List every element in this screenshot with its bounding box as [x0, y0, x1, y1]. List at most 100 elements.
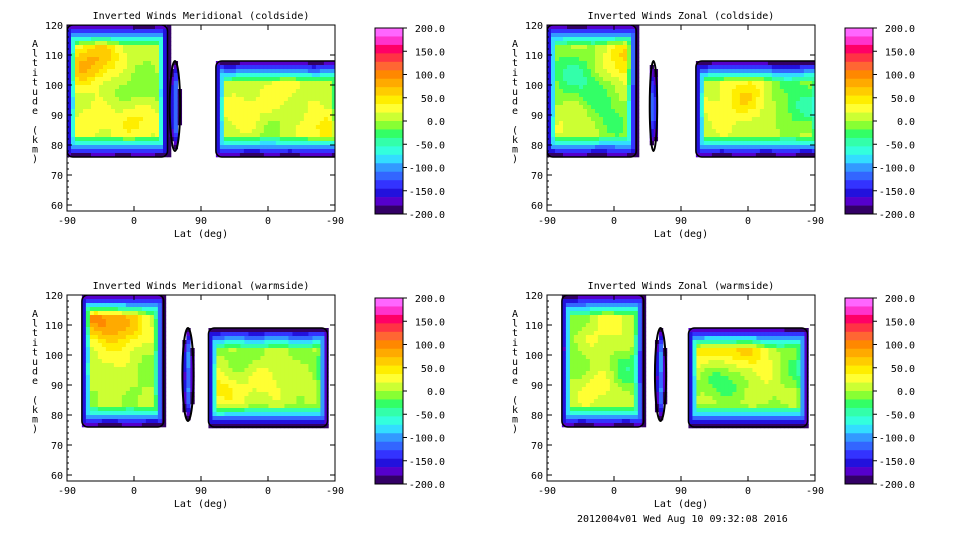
- y-tick-label: 90: [531, 111, 543, 122]
- x-tick-label: -90: [806, 486, 824, 497]
- colorbar-swatch: [375, 78, 403, 88]
- colorbar-label: -200.0: [879, 480, 915, 491]
- x-tick-label: -90: [538, 486, 556, 497]
- x-tick-label: -90: [58, 216, 76, 227]
- colorbar-swatch: [845, 188, 873, 198]
- colorbar-swatch: [375, 441, 403, 451]
- colorbar-label: -200.0: [409, 210, 445, 221]
- colorbar-label: -150.0: [409, 457, 445, 468]
- colorbar-label: -50.0: [415, 140, 445, 151]
- colorbar-label: -100.0: [879, 164, 915, 175]
- colorbar-swatch: [845, 407, 873, 417]
- chart-panel-4: -90 0 90 0 -90 60 70 80 90 100 110 120 Inverted Wind…: [512, 281, 915, 510]
- colorbar-swatch: [845, 205, 873, 215]
- x-tick-label: -90: [806, 216, 824, 227]
- colorbar-label: -50.0: [885, 410, 915, 421]
- colorbar-label: 0.0: [427, 117, 445, 128]
- colorbar-swatch: [375, 53, 403, 63]
- chart-panel-1: -90 0 90 0 -90 60 70 80 90 100 110 120 Inverted Wind…: [32, 11, 445, 240]
- y-tick-label: 100: [525, 81, 543, 92]
- x-axis-label: Lat (deg): [174, 499, 228, 510]
- region-outline: [687, 327, 809, 428]
- colorbar-swatch: [375, 154, 403, 164]
- colorbar-label: -150.0: [409, 187, 445, 198]
- colorbar-swatch: [845, 104, 873, 113]
- colorbar-label: -100.0: [409, 164, 445, 175]
- colorbar-swatch: [845, 78, 873, 88]
- colorbar-swatch: [375, 348, 403, 358]
- colorbar-swatch: [375, 357, 403, 366]
- colorbar-swatch: [375, 331, 403, 341]
- colorbar-swatch: [375, 171, 403, 181]
- x-tick-label: -90: [326, 486, 344, 497]
- chart-panel-3: -90 0 90 0 -90 60 70 80 90 100 110 120 Inverted Wind…: [32, 281, 445, 510]
- colorbar-swatch: [845, 197, 873, 206]
- y-tick-label: 80: [531, 141, 543, 152]
- colorbar-swatch: [375, 205, 403, 215]
- x-tick-label: -90: [58, 486, 76, 497]
- colorbar-swatch: [845, 129, 873, 139]
- y-tick-label: 80: [51, 411, 63, 422]
- colorbar-label: -50.0: [885, 140, 915, 151]
- data-region-2: [653, 327, 668, 422]
- colorbar-swatch: [845, 70, 873, 80]
- region-outline: [207, 327, 329, 428]
- colorbar-label: 0.0: [427, 387, 445, 398]
- x-tick-label: 0: [131, 216, 137, 227]
- data-region-2: [648, 60, 659, 152]
- x-tick-label: 90: [195, 486, 207, 497]
- colorbar-swatch: [375, 340, 403, 350]
- colorbar-swatch: [375, 416, 403, 426]
- y-tick-label: 90: [51, 111, 63, 122]
- colorbar-swatch: [375, 95, 403, 105]
- colorbar-swatch: [375, 424, 403, 434]
- colorbar-label: 50.0: [891, 364, 915, 375]
- contour-field: [81, 295, 329, 429]
- y-tick-label: 70: [531, 171, 543, 182]
- y-tick-label: 70: [531, 441, 543, 452]
- colorbar-swatch: [845, 87, 873, 96]
- chart-title: Inverted Winds Meridional (coldside): [93, 11, 310, 22]
- data-region-3: [687, 327, 809, 429]
- colorbar-label: 150.0: [885, 317, 915, 328]
- x-tick-label: 0: [745, 216, 751, 227]
- colorbar-swatch: [375, 458, 403, 468]
- colorbar-swatch: [375, 188, 403, 198]
- colorbar: 200.0 150.0 100.0 50.0 0.0 -50.0 -100.0 -150.0 -…: [374, 24, 445, 221]
- colorbar-swatch: [845, 163, 873, 173]
- colorbar-label: 200.0: [885, 24, 915, 35]
- colorbar-swatch: [375, 323, 403, 333]
- y-tick-label: 120: [45, 291, 63, 302]
- data-region-1: [67, 25, 172, 158]
- colorbar-label: 100.0: [885, 341, 915, 352]
- region-outline: [653, 327, 668, 422]
- x-tick-label: 0: [265, 486, 271, 497]
- colorbar-label: 50.0: [891, 94, 915, 105]
- data-region-2: [168, 60, 183, 152]
- y-tick-label: 100: [525, 351, 543, 362]
- colorbar-swatch: [845, 416, 873, 426]
- colorbar-swatch: [375, 129, 403, 139]
- colorbar-swatch: [845, 298, 873, 307]
- colorbar-swatch: [845, 382, 873, 392]
- colorbar-swatch: [845, 28, 873, 37]
- colorbar-swatch: [375, 365, 403, 375]
- contour-field: [561, 295, 809, 429]
- colorbar-swatch: [845, 323, 873, 333]
- x-tick-label: -90: [538, 216, 556, 227]
- x-tick-label: -90: [326, 216, 344, 227]
- region-outline: [81, 295, 165, 428]
- colorbar-swatch: [375, 112, 403, 122]
- colorbar-label: 150.0: [415, 317, 445, 328]
- colorbar-swatch: [845, 314, 873, 324]
- colorbar-swatch: [845, 306, 873, 316]
- colorbar-swatch: [845, 450, 873, 459]
- colorbar-swatch: [375, 28, 403, 37]
- chart-title: Inverted Winds Zonal (warmside): [588, 281, 775, 292]
- colorbar-label: 150.0: [885, 47, 915, 58]
- colorbar-swatch: [845, 112, 873, 122]
- data-region-1: [561, 295, 647, 428]
